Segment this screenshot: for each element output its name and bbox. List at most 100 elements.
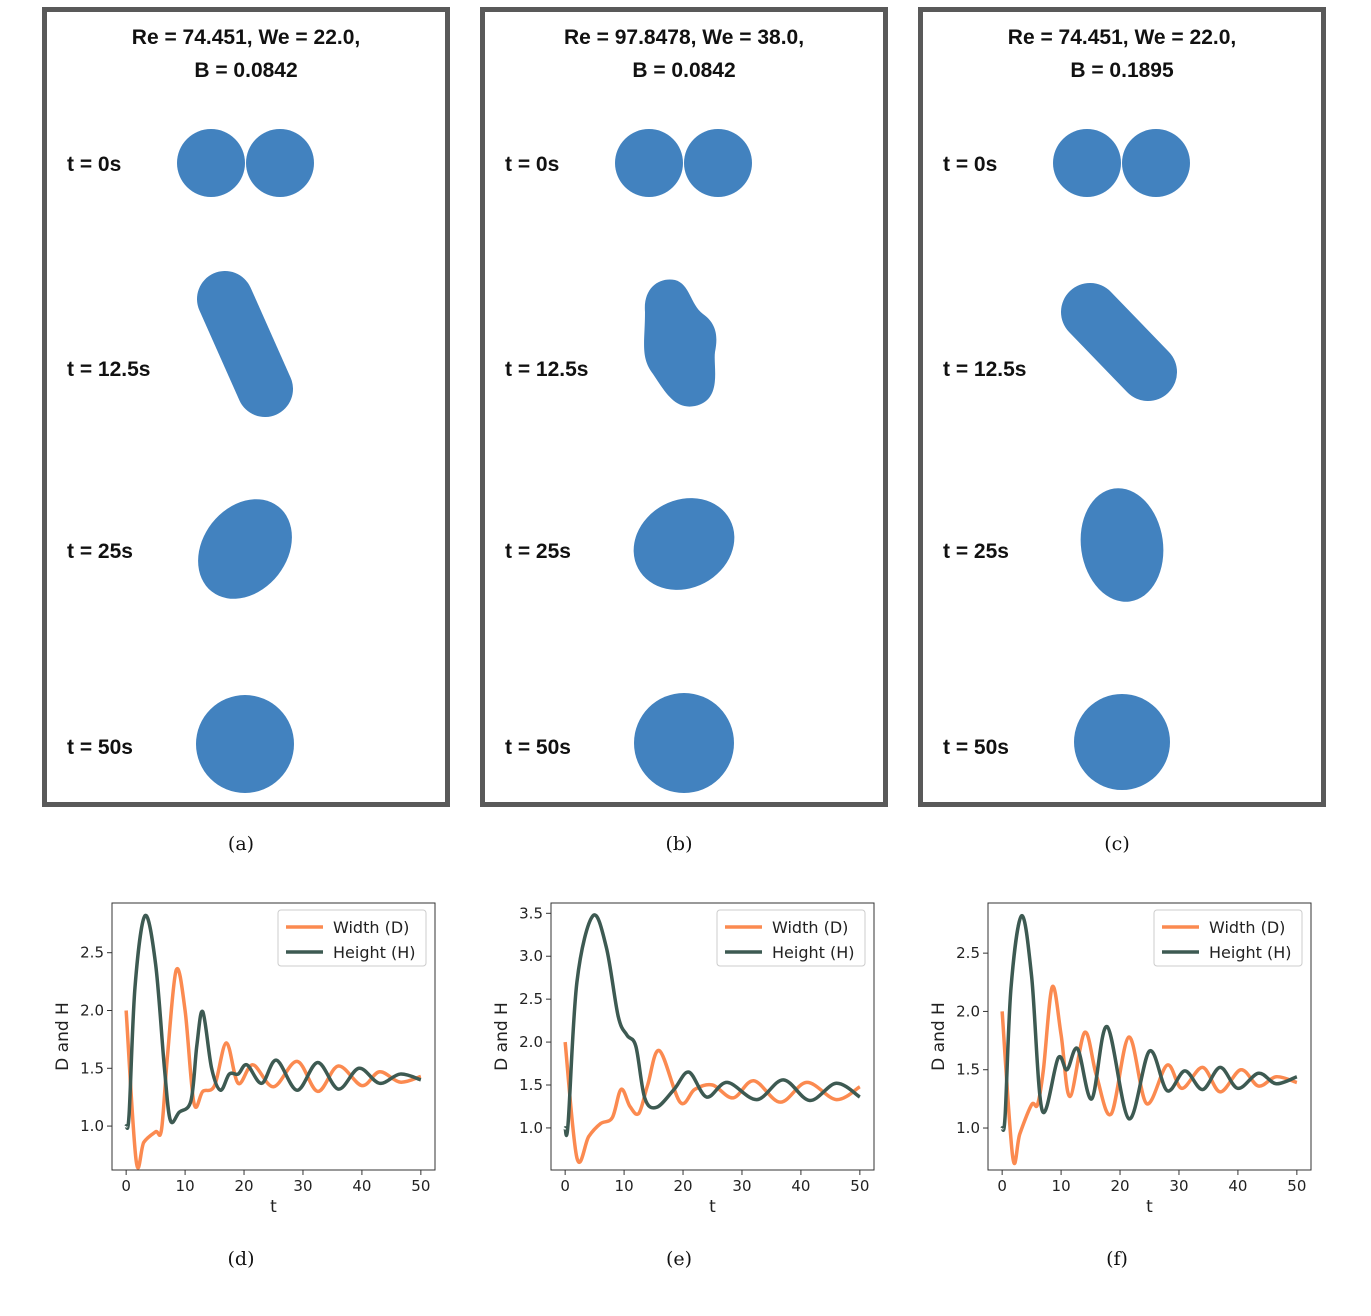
simulation-panel-c: Re = 74.451, We = 22.0, B = 0.1895 t = 0… <box>918 7 1326 807</box>
caption-b: (b) <box>665 833 693 855</box>
caption-d: (d) <box>227 1248 255 1270</box>
legend: Width (D) Height (H) <box>277 909 427 967</box>
time-label: t = 25s <box>67 540 133 563</box>
chart-f: 0 10 20 30 40 50 1.0 1.5 2.0 2.5 t D and H Width (D)… <box>916 880 1346 1225</box>
series-line-height <box>1000 914 1298 1132</box>
x-tick-label: 0 <box>560 1177 570 1195</box>
x-tick-label: 10 <box>176 1177 195 1195</box>
x-tick-label: 0 <box>121 1177 131 1195</box>
x-tick-label: 0 <box>997 1177 1007 1195</box>
droplet-drawing <box>615 129 752 793</box>
y-tick-label: 2.5 <box>80 944 104 962</box>
x-axis-label: t <box>709 1197 716 1217</box>
legend-label: Height (H) <box>772 943 855 962</box>
y-tick-label: 1.5 <box>519 1076 543 1094</box>
x-tick-label: 30 <box>732 1177 751 1195</box>
legend-label: Height (H) <box>333 943 416 962</box>
y-tick-label: 2.0 <box>519 1033 543 1051</box>
y-tick-label: 1.0 <box>519 1119 543 1137</box>
y-tick-label: 3.0 <box>519 947 543 965</box>
panel-title-line1: Re = 74.451, We = 22.0, <box>131 26 361 49</box>
time-label: t = 12.5s <box>67 358 151 381</box>
droplet-right <box>1122 129 1190 197</box>
x-tick-label: 50 <box>1287 1177 1306 1195</box>
simulation-panel-a: Re = 74.451, We = 22.0, B = 0.0842 t = 0… <box>42 7 450 807</box>
y-tick-label: 1.5 <box>80 1059 104 1077</box>
legend-label: Width (D) <box>333 918 409 937</box>
x-tick-label: 40 <box>791 1177 810 1195</box>
droplet-merged <box>634 693 734 793</box>
series-line-height <box>563 913 861 1138</box>
x-tick-label: 30 <box>293 1177 312 1195</box>
droplet-drawing <box>177 129 314 793</box>
y-tick-label: 1.0 <box>80 1117 104 1135</box>
droplet-right <box>684 129 752 197</box>
droplet-merged <box>197 271 293 417</box>
droplet-merged <box>198 499 292 599</box>
x-tick-label: 50 <box>850 1177 869 1195</box>
y-tick-label: 2.5 <box>956 944 980 962</box>
x-axis-label: t <box>270 1197 277 1217</box>
chart-svg: 0 10 20 30 40 50 1.0 1.5 2.0 2.5 t D and H Width (D)… <box>929 902 1312 1217</box>
series-line-height <box>124 913 422 1130</box>
x-tick-label: 10 <box>615 1177 634 1195</box>
droplet-right <box>246 129 314 197</box>
y-axis-label: D and H <box>929 1002 949 1071</box>
x-tick-label: 40 <box>352 1177 371 1195</box>
droplet-left <box>177 129 245 197</box>
panel-title-line2: B = 0.1895 <box>1070 59 1174 82</box>
droplet-merged <box>1080 488 1164 602</box>
time-label: t = 50s <box>943 736 1009 759</box>
panel-title-line2: B = 0.0842 <box>632 59 736 82</box>
droplet-merged <box>633 498 735 590</box>
y-tick-label: 2.5 <box>519 990 543 1008</box>
droplet-merged <box>644 279 717 407</box>
droplet-merged <box>196 695 294 793</box>
caption-c: (c) <box>1104 833 1130 855</box>
time-label: t = 12.5s <box>943 358 1027 381</box>
caption-e: (e) <box>665 1248 693 1270</box>
time-label: t = 50s <box>67 736 133 759</box>
y-tick-label: 3.5 <box>519 904 543 922</box>
droplet-merged <box>1061 283 1177 401</box>
chart-e: 0 10 20 30 40 50 1.0 1.5 2.0 2.5 3.0 3.5 t D and H Wid… <box>479 880 909 1225</box>
y-axis-label: D and H <box>492 1002 512 1071</box>
time-label: t = 0s <box>943 153 998 176</box>
x-tick-label: 40 <box>1228 1177 1247 1195</box>
x-axis-label: t <box>1146 1197 1153 1217</box>
droplet-merged <box>1074 694 1170 790</box>
series-line-width <box>563 1041 861 1164</box>
time-label: t = 50s <box>505 736 571 759</box>
caption-f: (f) <box>1106 1248 1128 1270</box>
x-tick-label: 30 <box>1169 1177 1188 1195</box>
series-line-width <box>124 966 422 1170</box>
time-label: t = 0s <box>505 153 560 176</box>
x-tick-label: 20 <box>234 1177 253 1195</box>
plot-frame <box>550 902 875 1171</box>
chart-svg: 0 10 20 30 40 50 1.0 1.5 2.0 2.5 3.0 3.5 t D and H Wid… <box>492 902 875 1217</box>
legend: Width (D) Height (H) <box>1153 909 1303 967</box>
time-label: t = 25s <box>943 540 1009 563</box>
legend: Width (D) Height (H) <box>716 909 866 967</box>
y-tick-label: 2.0 <box>80 1001 104 1019</box>
y-tick-label: 1.0 <box>956 1119 980 1137</box>
panel-title-line1: Re = 97.8478, We = 38.0, <box>563 26 805 49</box>
caption-a: (a) <box>227 833 255 855</box>
panel-title-line1: Re = 74.451, We = 22.0, <box>1007 26 1237 49</box>
chart-d: 0 10 20 30 40 50 1.0 1.5 2.0 2.5 t D and H Width (D)… <box>40 880 470 1225</box>
legend-label: Width (D) <box>772 918 848 937</box>
plot-frame <box>111 902 436 1171</box>
y-axis-label: D and H <box>53 1002 73 1071</box>
droplet-left <box>1053 129 1121 197</box>
x-tick-label: 20 <box>1110 1177 1129 1195</box>
chart-svg: 0 10 20 30 40 50 1.0 1.5 2.0 2.5 t D and H Width (D)… <box>53 902 436 1217</box>
plot-frame <box>987 902 1312 1171</box>
y-tick-label: 2.0 <box>956 1002 980 1020</box>
legend-label: Width (D) <box>1209 918 1285 937</box>
droplet-left <box>615 129 683 197</box>
x-tick-label: 20 <box>673 1177 692 1195</box>
time-label: t = 12.5s <box>505 358 589 381</box>
droplet-drawing <box>1053 129 1190 790</box>
time-label: t = 25s <box>505 540 571 563</box>
x-tick-label: 50 <box>411 1177 430 1195</box>
